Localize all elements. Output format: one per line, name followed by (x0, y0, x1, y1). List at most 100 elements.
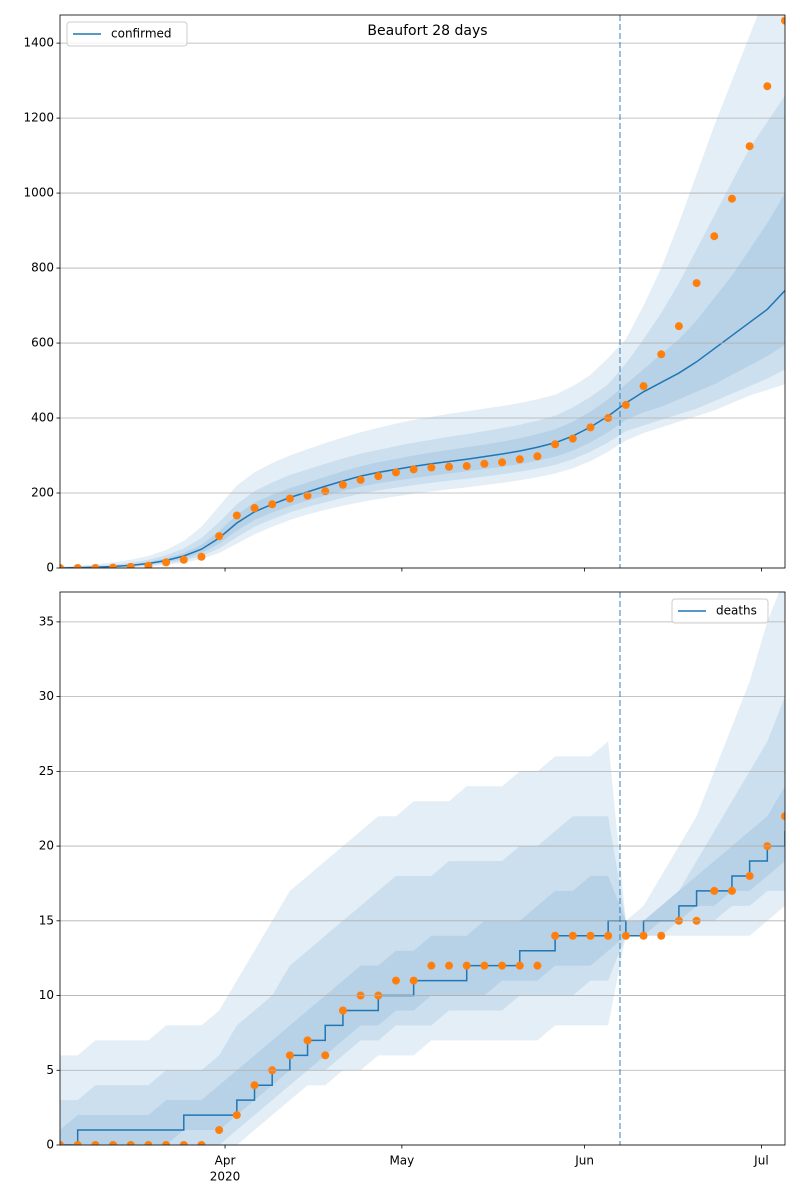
observed-point (692, 279, 701, 288)
observed-point (639, 931, 648, 940)
observed-point (303, 491, 312, 500)
observed-point (215, 1126, 224, 1135)
axes-frame (59, 591, 786, 1146)
observed-point (586, 931, 595, 940)
observed-point (73, 564, 82, 568)
observed-point (215, 532, 224, 541)
y-tick-label: 30 (39, 689, 54, 703)
observed-point (179, 555, 188, 564)
observed-point (409, 976, 418, 985)
observed-point (250, 1081, 259, 1090)
y-tick-label: 400 (31, 411, 54, 425)
observed-point (179, 1141, 188, 1145)
legend-label: deaths (716, 604, 757, 618)
observed-point (639, 382, 648, 391)
interval-band (60, 15, 785, 568)
interval-band (60, 193, 785, 568)
y-tick-label: 5 (46, 1063, 54, 1077)
y-tick-label: 35 (39, 614, 54, 628)
y-tick-label: 800 (31, 261, 54, 275)
observed-point (568, 434, 577, 443)
observed-point (674, 322, 683, 331)
observed-point (445, 961, 454, 970)
observed-point (285, 494, 294, 503)
median-line (60, 290, 785, 568)
observed-point (232, 511, 241, 520)
observed-point (781, 812, 785, 821)
observed-point (621, 400, 630, 409)
legend-label: confirmed (111, 27, 172, 41)
observed-point (462, 961, 471, 970)
y-tick-label: 0 (46, 1138, 54, 1152)
observed-point (745, 871, 754, 880)
plot-area (60, 15, 785, 568)
observed-point (727, 886, 736, 895)
interval-band (60, 95, 785, 568)
x-tick-label: Jul (753, 1154, 768, 1168)
observed-point (91, 1141, 100, 1145)
x-year-label: 2020 (210, 1170, 241, 1184)
observed-point (586, 423, 595, 432)
observed-point (551, 931, 560, 940)
observed-point (197, 552, 206, 561)
observed-point (197, 1141, 206, 1145)
y-tick-label: 1200 (23, 111, 54, 125)
observed-point (162, 558, 171, 567)
observed-point (144, 561, 153, 568)
observed-point (498, 961, 507, 970)
y-tick-label: 1000 (23, 186, 54, 200)
observed-point (285, 1051, 294, 1060)
observed-point (657, 350, 666, 359)
observed-point (568, 931, 577, 940)
y-tick-label: 600 (31, 336, 54, 350)
observed-point (763, 82, 772, 91)
observed-point (60, 1141, 64, 1145)
observed-point (109, 1141, 118, 1145)
observed-point (321, 487, 330, 496)
observed-point (338, 480, 347, 489)
y-tick-label: 10 (39, 988, 54, 1002)
observed-point (232, 1111, 241, 1120)
observed-point (60, 564, 64, 568)
x-tick-label: May (389, 1154, 414, 1168)
observed-point (268, 500, 277, 509)
observed-point (356, 475, 365, 484)
observed-point (604, 931, 613, 940)
observed-point (73, 1141, 82, 1145)
chart-title: Beaufort 28 days (367, 23, 487, 39)
x-tick-label: Jun (574, 1154, 594, 1168)
observed-point (710, 886, 719, 895)
observed-point (391, 468, 400, 477)
observed-point (445, 462, 454, 471)
observed-point (409, 465, 418, 474)
legend-box (66, 21, 188, 47)
legend-box (671, 598, 769, 624)
observed-point (515, 961, 524, 970)
observed-point (126, 562, 135, 568)
observed-point (91, 564, 100, 568)
observed-point (515, 455, 524, 464)
observed-point (162, 1141, 171, 1145)
observed-point (533, 452, 542, 461)
observed-point (303, 1036, 312, 1045)
observed-point (374, 472, 383, 481)
axes-frame (59, 14, 786, 569)
observed-point (391, 976, 400, 985)
observed-point (462, 462, 471, 471)
observed-point (727, 194, 736, 203)
observed-point (427, 961, 436, 970)
observed-point (621, 931, 630, 940)
observed-point (109, 563, 118, 568)
observed-point (657, 931, 666, 940)
observed-point (745, 142, 754, 151)
interval-band (60, 592, 785, 1145)
observed-point (710, 232, 719, 241)
observed-point (551, 440, 560, 449)
x-tick-label: Apr (215, 1154, 236, 1168)
observed-point (144, 1141, 153, 1145)
y-tick-label: 200 (31, 486, 54, 500)
interval-band (60, 786, 785, 1145)
